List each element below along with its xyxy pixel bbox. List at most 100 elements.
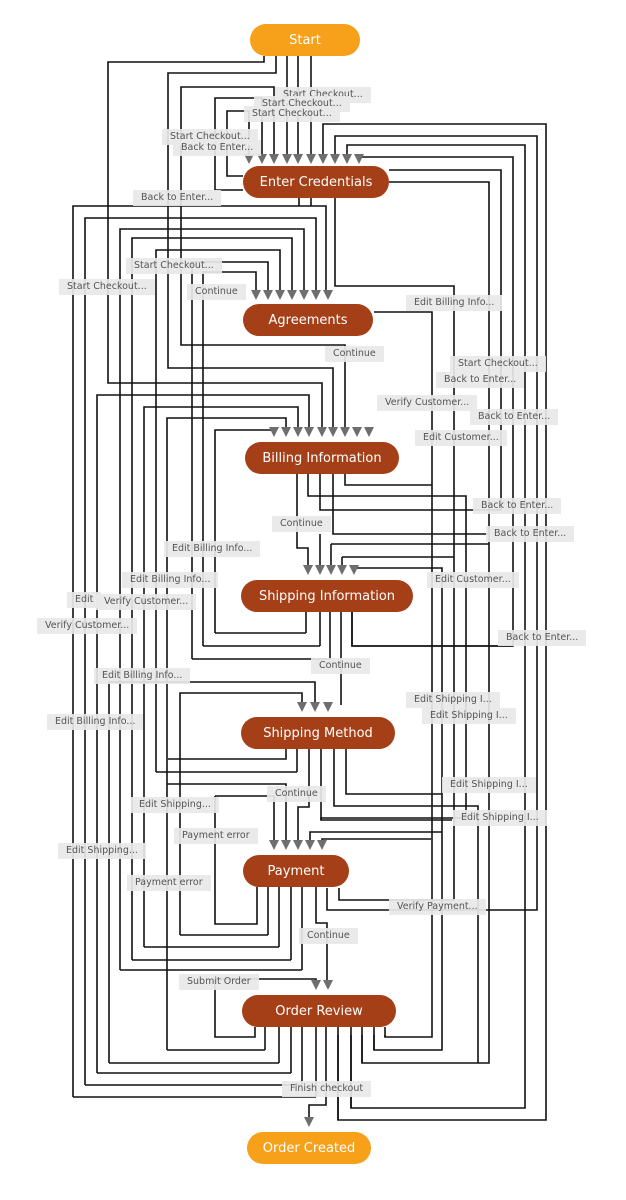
arrowhead-icon: [337, 565, 347, 575]
edge-connector: [72, 205, 327, 1097]
edge-label: Edit Billing Info...: [94, 668, 191, 684]
edge-connector: [296, 474, 309, 568]
edge-label: Continue: [325, 346, 384, 362]
edge-connector: [354, 567, 443, 1051]
edge-label: Continue: [299, 928, 358, 944]
arrowhead-icon: [293, 840, 303, 850]
arrowhead-icon: [354, 154, 364, 164]
arrowhead-icon: [317, 427, 327, 437]
arrowhead-icon: [323, 980, 333, 990]
edge-connector: [202, 271, 257, 646]
arrowhead-icon: [257, 154, 267, 164]
arrowhead-icon: [349, 565, 359, 575]
edge-label: Edit Shipping I...: [442, 777, 536, 793]
arrowhead-icon: [293, 154, 303, 164]
arrowhead-icon: [328, 427, 338, 437]
edge-label: Edit Shipping I...: [406, 692, 500, 708]
arrowhead-icon: [281, 840, 291, 850]
edge-connector: [315, 887, 328, 983]
edge-connector: [308, 1027, 327, 1120]
arrowhead-icon: [303, 565, 313, 575]
node-order-review[interactable]: Order Review: [242, 995, 396, 1027]
edge-connector: [351, 612, 513, 647]
edge-connector: [346, 144, 526, 1109]
edge-label: Continue: [187, 284, 246, 300]
edge-connector: [226, 110, 250, 177]
arrowhead-icon: [352, 427, 362, 437]
arrowhead-icon: [299, 290, 309, 300]
edge-connector: [309, 831, 442, 843]
edge-label: Edit Shipping I...: [453, 810, 547, 826]
edge-label: Back to Enter...: [470, 409, 559, 425]
edge-label: Start Checkout...: [126, 258, 222, 274]
arrowhead-icon: [317, 840, 327, 850]
arrowhead-icon: [269, 840, 279, 850]
edge-label: Payment error: [174, 828, 258, 844]
edge-connector: [321, 838, 431, 843]
arrowhead-icon: [326, 565, 336, 575]
node-agreements[interactable]: Agreements: [243, 304, 373, 336]
edge-label: Verify Customer...: [377, 395, 478, 411]
arrowhead-icon: [364, 427, 374, 437]
edge-connector: [345, 749, 442, 795]
edge-connector: [361, 181, 490, 1064]
arrowhead-icon: [304, 427, 314, 437]
arrowhead-icon: [244, 154, 254, 164]
edge-label: Edit Shipping...: [131, 797, 219, 813]
edge-connector: [374, 311, 433, 1038]
edge-label: Edit Billing Info...: [122, 572, 219, 588]
node-shipping-method[interactable]: Shipping Method: [241, 717, 395, 749]
arrowhead-icon: [306, 154, 316, 164]
arrowhead-icon: [305, 840, 315, 850]
arrowhead-icon: [340, 427, 350, 437]
edge-connector: [166, 417, 287, 1050]
edge-connector: [155, 249, 281, 772]
edge-connector: [168, 749, 287, 760]
arrowhead-icon: [282, 154, 292, 164]
edge-label: Back to Enter...: [173, 140, 262, 156]
edge-connector: [179, 692, 303, 935]
arrowhead-icon: [330, 154, 340, 164]
node-enter-credentials[interactable]: Enter Credentials: [243, 166, 389, 198]
edge-connector: [297, 749, 310, 843]
edge-label: Back to Enter...: [436, 372, 525, 388]
edge-label: Verify Customer...: [96, 594, 197, 610]
node-order-created[interactable]: Order Created: [247, 1132, 371, 1164]
edge-connector: [167, 783, 287, 843]
edge-label: Back to Enter...: [133, 190, 222, 206]
edge-label: Finish checkout: [282, 1081, 372, 1097]
arrowhead-icon: [323, 290, 333, 300]
node-start[interactable]: Start: [250, 24, 360, 56]
edge-connector: [332, 474, 489, 535]
arrowhead-icon: [323, 702, 333, 712]
edge-connector: [214, 429, 274, 633]
edge-label: Start Checkout...: [59, 279, 155, 295]
arrowhead-icon: [315, 565, 325, 575]
edge-connector: [84, 217, 317, 1085]
edge-label: Submit Order: [179, 974, 259, 990]
arrowhead-icon: [281, 427, 291, 437]
edge-connector: [108, 681, 316, 1063]
edge-label: Payment error: [127, 875, 211, 891]
node-billing-information[interactable]: Billing Information: [245, 442, 399, 474]
edge-connector: [214, 796, 258, 925]
edge-label: Continue: [272, 516, 331, 532]
arrowhead-icon: [269, 154, 279, 164]
edge-label: Edit Billing Info...: [164, 541, 261, 557]
node-shipping-information[interactable]: Shipping Information: [241, 580, 413, 612]
arrowhead-icon: [311, 980, 321, 990]
arrowhead-icon: [310, 702, 320, 712]
edge-label: Verify Customer...: [37, 618, 138, 634]
edge-label: Edit Customer...: [415, 430, 507, 446]
edge-label: Start Checkout...: [244, 106, 340, 122]
edge-connector: [107, 56, 323, 430]
arrowhead-icon: [263, 290, 273, 300]
edge-label: Edit Shipping...: [58, 843, 146, 859]
edge-connector: [214, 978, 317, 1038]
edge-connector: [96, 394, 310, 1073]
arrowhead-icon: [269, 427, 279, 437]
edge-connector: [344, 474, 432, 486]
node-payment[interactable]: Payment: [243, 855, 349, 887]
arrowhead-icon: [251, 290, 261, 300]
